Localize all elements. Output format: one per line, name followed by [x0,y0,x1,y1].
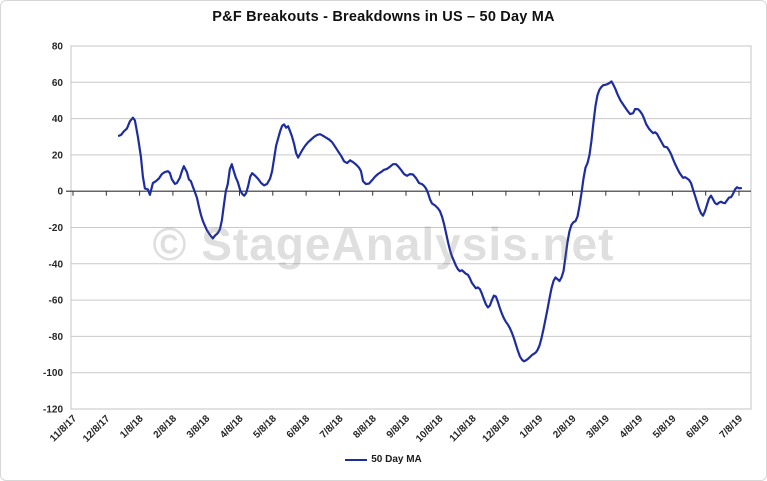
x-tick-label: 3/8/18 [185,413,213,441]
x-tick-label: 8/8/18 [351,413,379,441]
x-tick-label: 5/8/18 [251,413,279,441]
y-tick-label: 60 [52,78,64,89]
x-tick-label: 1/8/19 [518,413,546,441]
x-tick-label: 6/8/19 [684,413,712,441]
legend-line-swatch [345,458,368,461]
y-tick-label: -120 [43,405,63,416]
y-tick-label: -80 [49,332,64,343]
x-tick-label: 12/8/17 [81,413,113,445]
x-tick-label: 5/8/19 [651,413,679,441]
x-tick-label: 9/8/18 [385,413,413,441]
y-tick-label: -40 [49,259,64,270]
x-tick-label: 2/8/18 [152,413,180,441]
x-tick-label: 7/8/19 [718,413,746,441]
x-tick-label: 2/8/19 [551,413,579,441]
x-tick-label: 1/8/18 [118,413,146,441]
legend-series-label: 50 Day MA [371,454,422,465]
series-line-50-day-ma [117,80,743,363]
y-tick-label: -60 [49,296,64,307]
x-tick-label: 3/8/19 [584,413,612,441]
x-tick-label: 11/8/18 [448,413,479,444]
x-tick-label: 10/8/18 [414,413,446,445]
plot-border [70,45,752,410]
chart-title: P&F Breakouts - Breakdowns in US – 50 Da… [212,9,555,25]
x-tick-label: 7/8/18 [318,413,346,441]
x-tick-label: 4/8/18 [218,413,246,441]
y-tick-label: -100 [43,368,63,379]
y-tick-label: 0 [57,187,63,198]
y-tick-label: 80 [52,42,64,53]
x-tick-label: 11/8/17 [48,413,79,444]
y-tick-label: -20 [49,223,64,234]
y-tick-label: 20 [52,150,64,161]
x-tick-label: 12/8/18 [481,413,513,445]
x-tick-label: 6/8/18 [285,413,313,441]
y-tick-label: 40 [52,114,64,125]
x-tick-label: 4/8/19 [618,413,646,441]
chart-legend: 50 Day MA [1,454,766,465]
